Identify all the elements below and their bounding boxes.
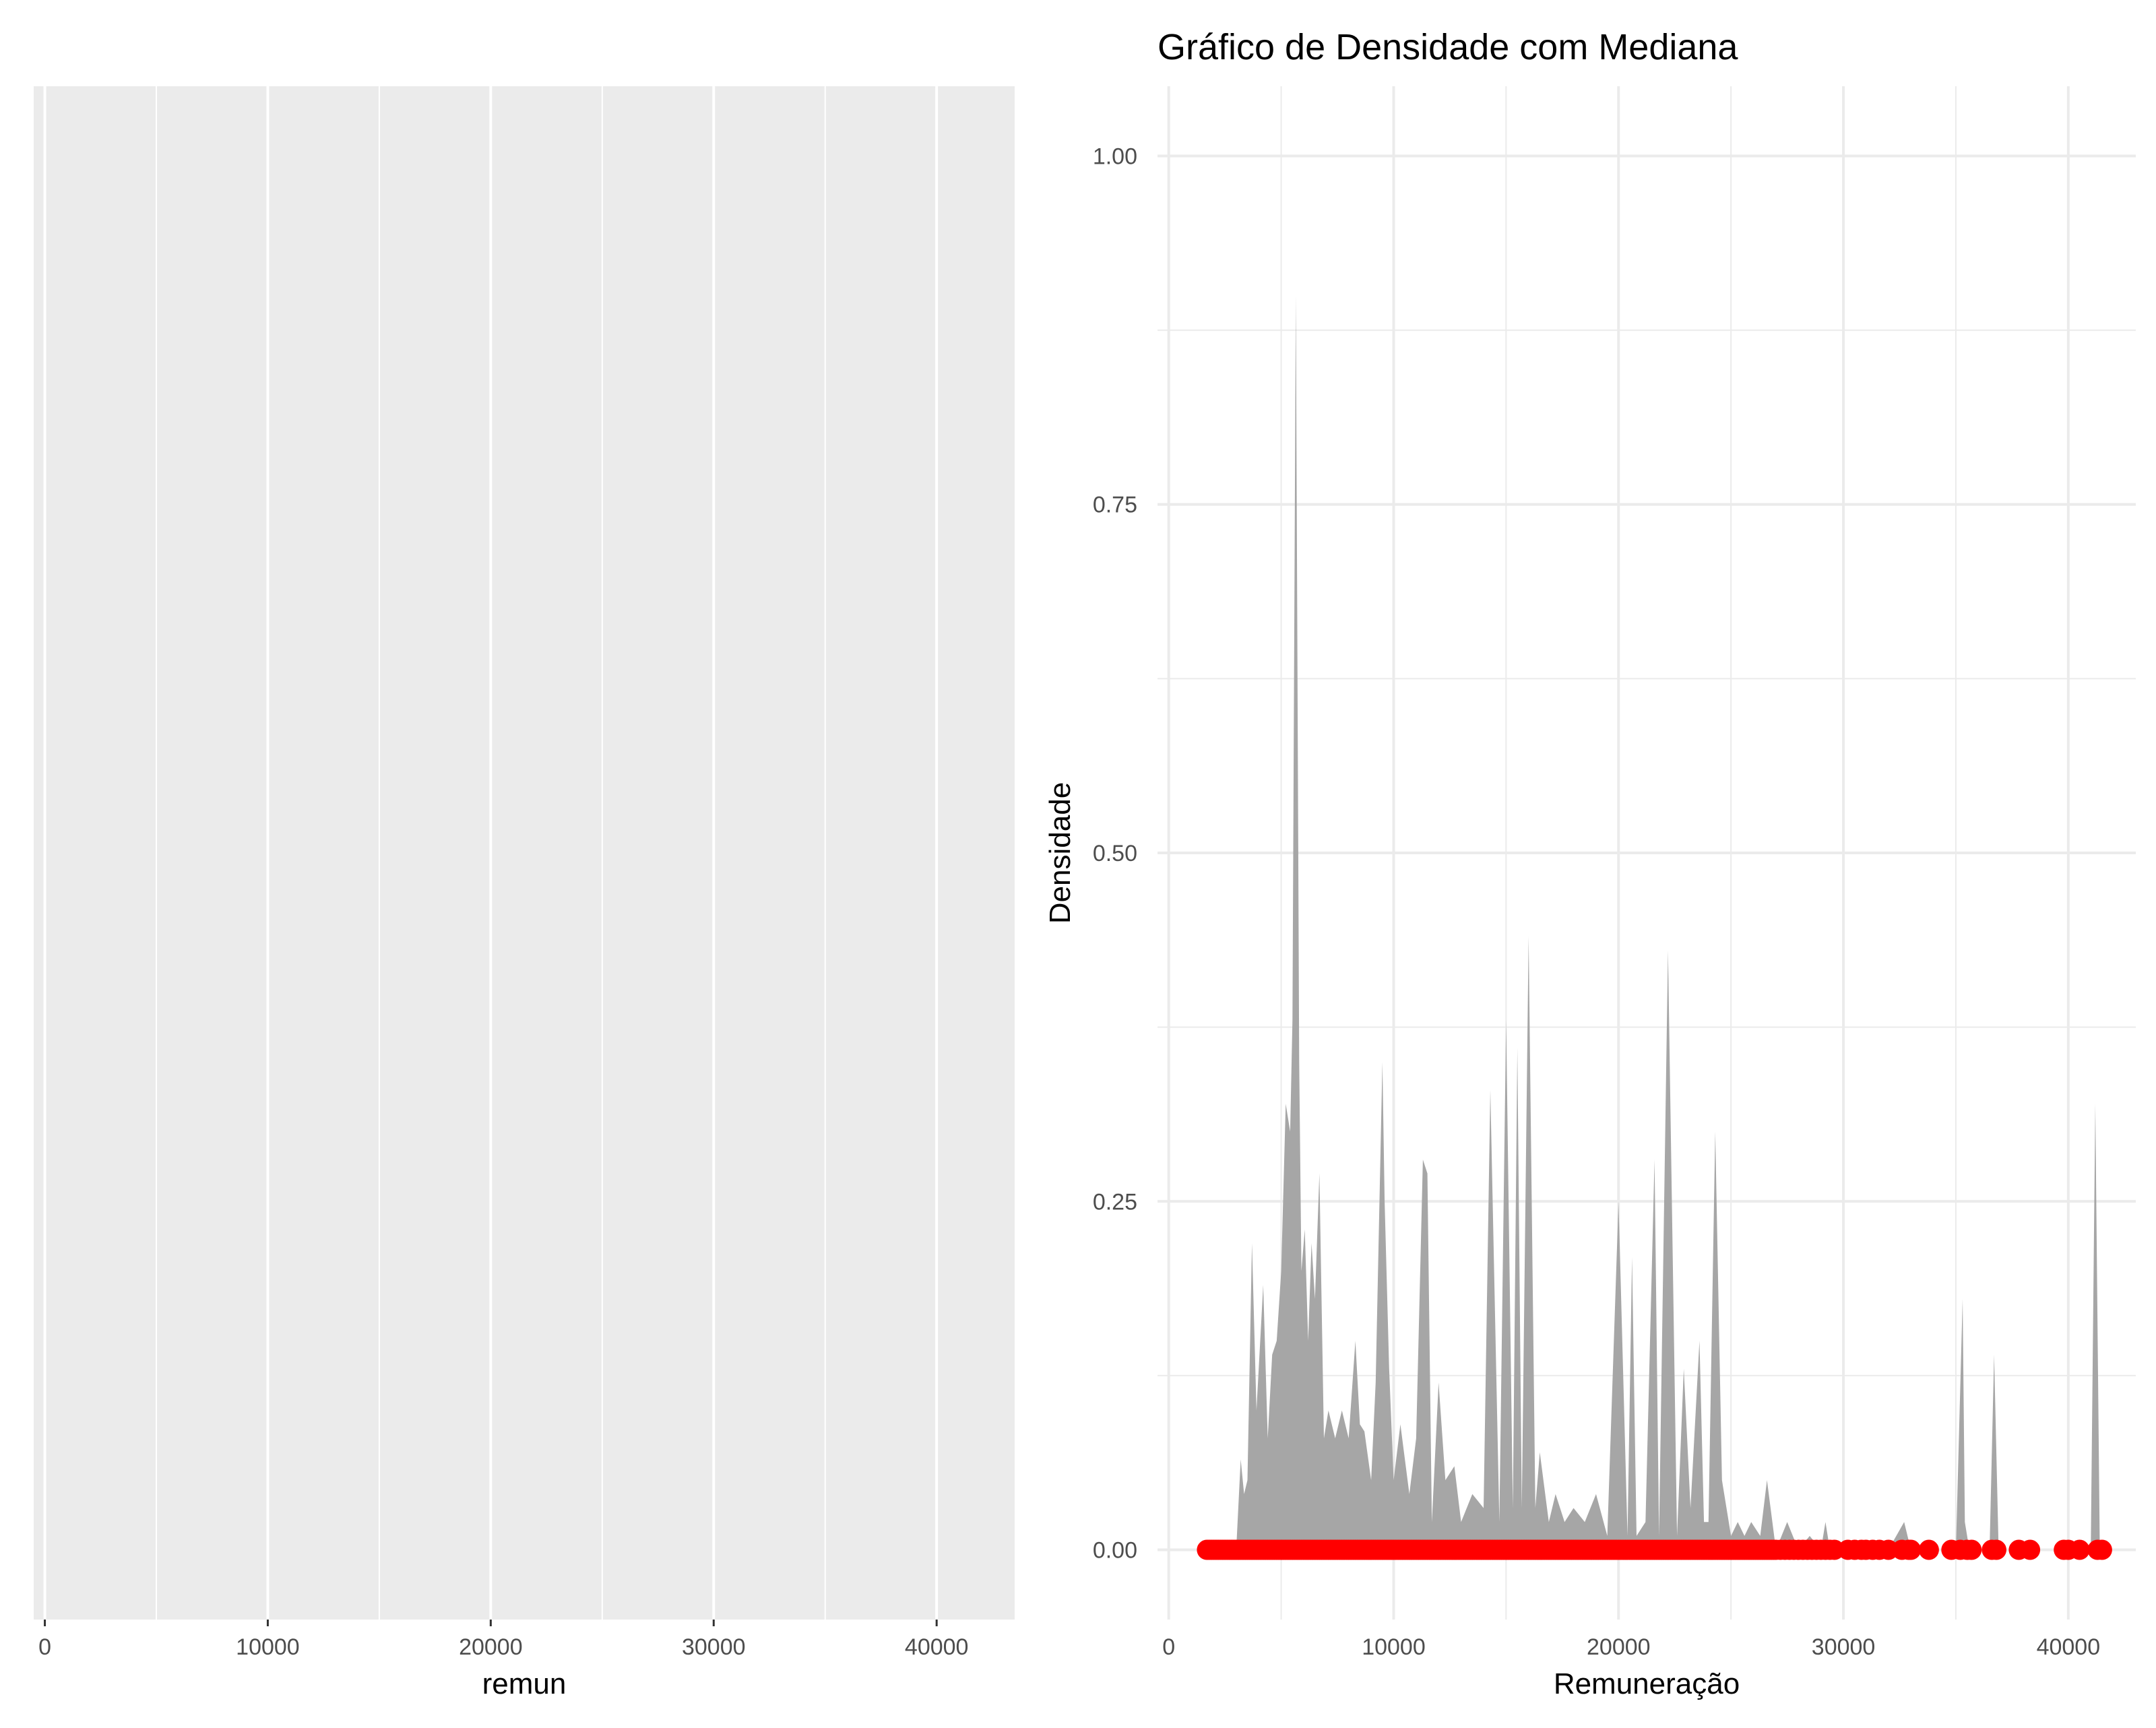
right-y-axis-label: Densidade [1044, 782, 1077, 924]
chart-title: Gráfico de Densidade com Mediana [1158, 27, 1738, 67]
median-point [2020, 1539, 2041, 1560]
right-x-axis-label: Remuneração [1554, 1667, 1740, 1700]
left-x-tick-label: 30000 [682, 1634, 746, 1660]
median-point [1961, 1539, 1982, 1560]
left-x-tick-label: 0 [38, 1634, 51, 1660]
right-y-tick-label: 1.00 [1093, 143, 1137, 169]
right-x-tick-label: 20000 [1587, 1634, 1651, 1660]
left-x-tick-label: 10000 [236, 1634, 300, 1660]
right-x-tick-label: 30000 [1812, 1634, 1876, 1660]
left-x-axis-label: remun [482, 1667, 567, 1700]
median-point [1986, 1539, 2006, 1560]
right-panel: Gráfico de Densidade com Mediana 0 10000 20… [1044, 27, 2136, 1700]
right-x-tick-label: 40000 [2037, 1634, 2101, 1660]
right-y-tick-label: 0.75 [1093, 492, 1137, 518]
right-x-tick-label: 0 [1162, 1634, 1175, 1660]
right-y-tick-label: 0.00 [1093, 1538, 1137, 1564]
left-panel-background [34, 86, 1015, 1620]
median-point [2091, 1539, 2112, 1560]
median-point [1918, 1539, 1939, 1560]
right-y-tick-label: 0.25 [1093, 1189, 1137, 1215]
median-point [1901, 1539, 1922, 1560]
density-area [1207, 295, 2100, 1550]
left-x-tick-label: 20000 [459, 1634, 523, 1660]
left-x-tick-label: 40000 [905, 1634, 969, 1660]
right-y-tick-label: 0.50 [1093, 841, 1137, 866]
right-x-tick-label: 10000 [1362, 1634, 1426, 1660]
median-point [2069, 1539, 2090, 1560]
left-panel: 0 10000 20000 30000 40000 remun [34, 86, 1015, 1700]
